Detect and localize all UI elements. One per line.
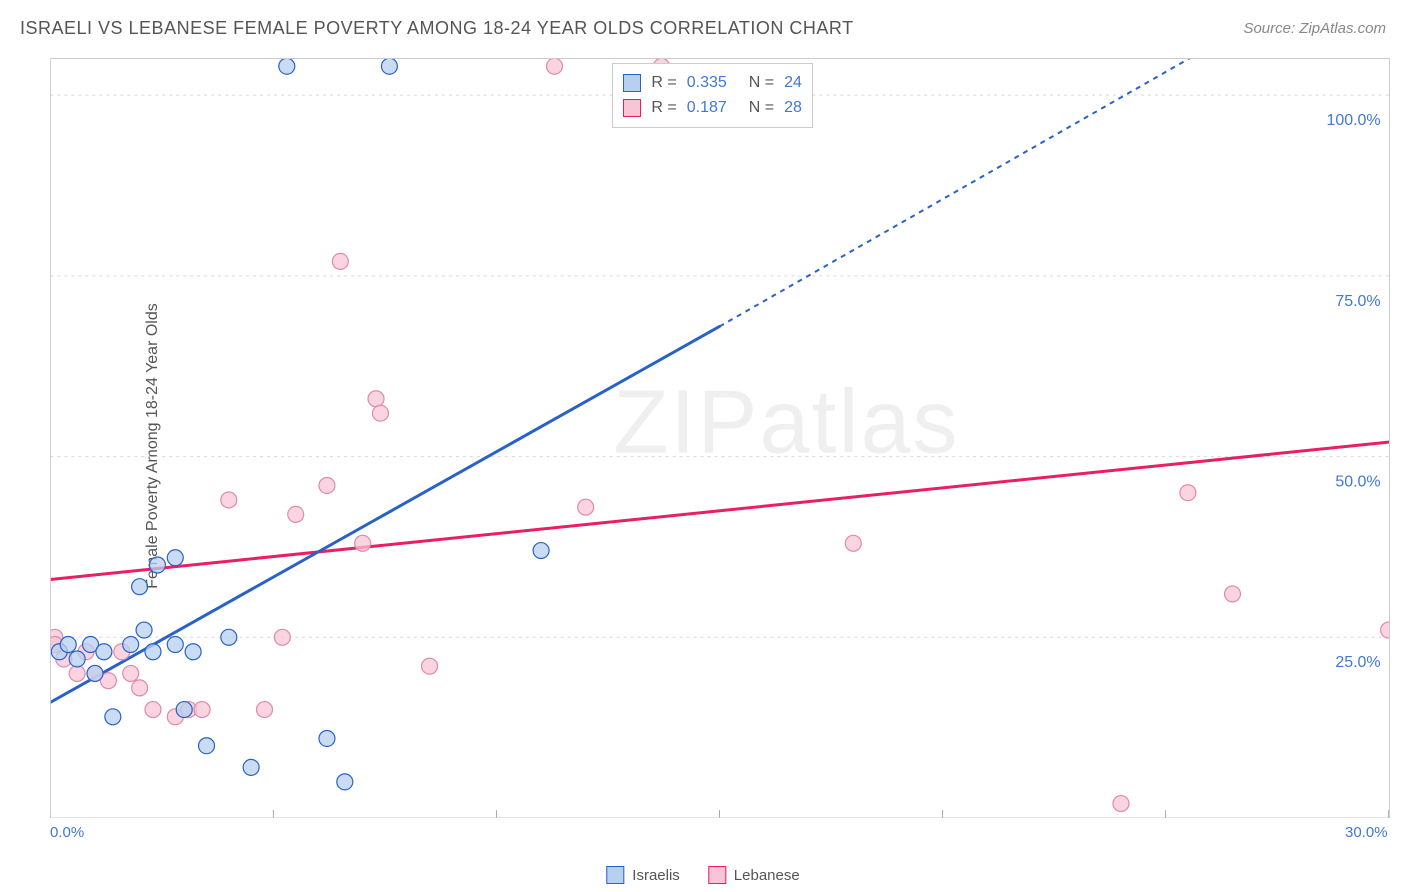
x-tick-label: 0.0% (50, 824, 84, 841)
y-tick-label: 50.0% (1335, 474, 1380, 491)
legend-label: Lebanese (734, 867, 800, 884)
stats-row: R =0.335N =24 (623, 70, 801, 96)
legend-swatch (606, 866, 624, 884)
legend-label: Israelis (632, 867, 680, 884)
y-tick-label: 75.0% (1335, 293, 1380, 310)
x-tick-label: 30.0% (1345, 824, 1388, 841)
stats-row: R =0.187N =28 (623, 95, 801, 121)
y-tick-label: 100.0% (1326, 112, 1380, 129)
chart-title: ISRAELI VS LEBANESE FEMALE POVERTY AMONG… (20, 18, 854, 39)
legend-item: Lebanese (708, 866, 800, 884)
legend-item: Israelis (606, 866, 680, 884)
source-attribution: Source: ZipAtlas.com (1243, 20, 1386, 37)
y-tick-label: 25.0% (1335, 654, 1380, 671)
series-legend: Israelis Lebanese (606, 866, 799, 884)
scatter-plot-svg: 25.0% 50.0% 75.0% 100.0% (50, 59, 1389, 818)
legend-swatch (708, 866, 726, 884)
correlation-stats-box: R =0.335N =24R =0.187N =28 (612, 63, 812, 128)
legend-swatch (623, 99, 641, 117)
legend-swatch (623, 74, 641, 92)
chart-plot-area: 25.0%50.0%75.0%100.0% ZIPatlas R =0.335N… (50, 58, 1390, 818)
